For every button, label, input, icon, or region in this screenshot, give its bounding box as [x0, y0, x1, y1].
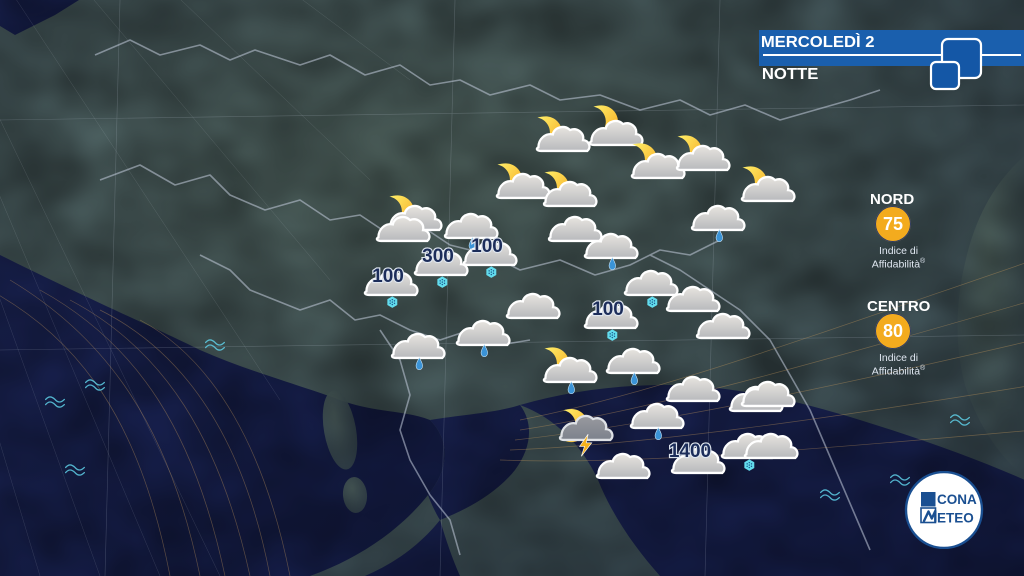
- svg-text:ETEO: ETEO: [937, 511, 974, 526]
- svg-text:CONA: CONA: [937, 492, 977, 507]
